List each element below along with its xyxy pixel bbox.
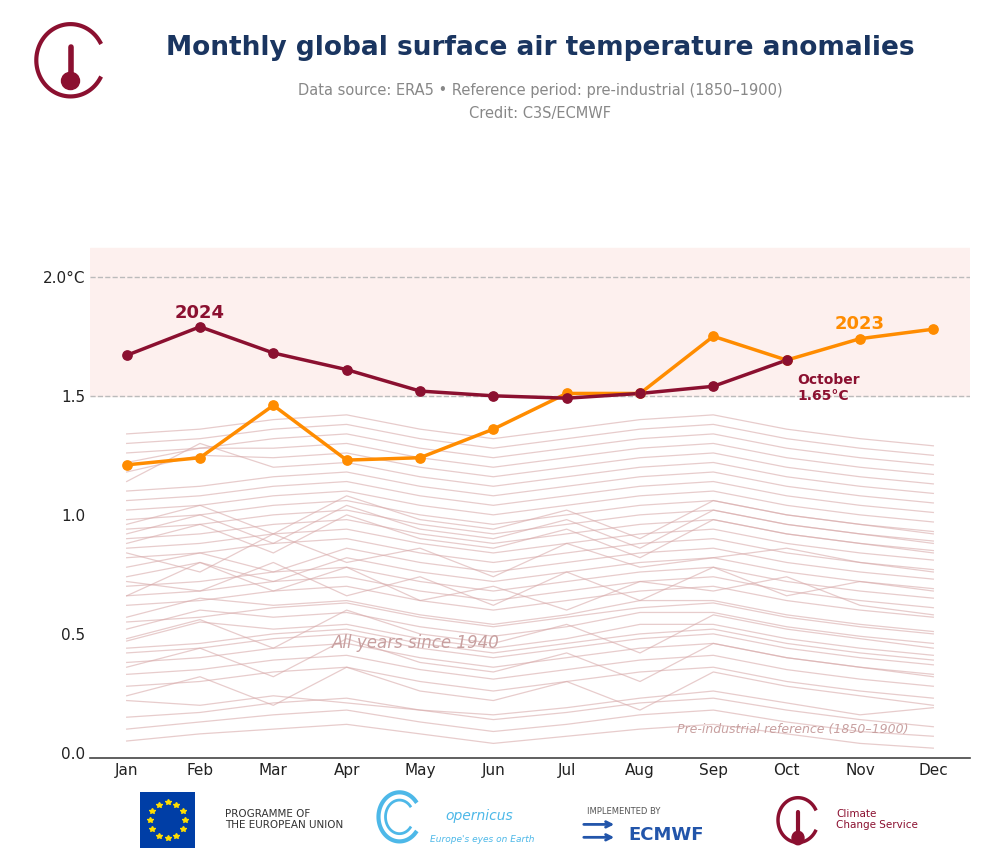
FancyBboxPatch shape (140, 792, 195, 848)
Text: Credit: C3S/ECMWF: Credit: C3S/ECMWF (469, 106, 611, 121)
Text: Europe's eyes on Earth: Europe's eyes on Earth (430, 835, 534, 844)
Text: All years since 1940: All years since 1940 (332, 635, 500, 653)
Point (339, 362, 355, 376)
Point (192, 320, 208, 334)
Text: ECMWF: ECMWF (628, 827, 704, 844)
Point (119, 458, 135, 472)
Point (705, 330, 721, 344)
Text: 2023: 2023 (835, 315, 885, 333)
Text: IMPLEMENTED BY: IMPLEMENTED BY (587, 808, 660, 816)
Bar (90, 248, 970, 396)
Point (485, 422, 501, 436)
Text: opernicus: opernicus (445, 809, 513, 823)
Text: Climate
Change Service: Climate Change Service (836, 808, 918, 831)
Point (192, 451, 208, 465)
Circle shape (792, 832, 804, 845)
Text: Monthly global surface air temperature anomalies: Monthly global surface air temperature a… (166, 35, 914, 61)
Point (559, 387, 575, 400)
Point (779, 353, 795, 367)
Text: 2024: 2024 (175, 305, 225, 323)
Point (632, 387, 648, 400)
Text: PROGRAMME OF
THE EUROPEAN UNION: PROGRAMME OF THE EUROPEAN UNION (225, 808, 343, 831)
Text: October
1.65°C: October 1.65°C (798, 373, 860, 404)
Point (705, 380, 721, 393)
Text: Pre-industrial reference (1850–1900): Pre-industrial reference (1850–1900) (677, 722, 908, 735)
Point (852, 331, 868, 345)
Point (265, 346, 281, 360)
Point (265, 399, 281, 412)
Point (559, 391, 575, 405)
Point (632, 387, 648, 400)
Circle shape (62, 72, 80, 90)
Point (119, 349, 135, 362)
Point (779, 353, 795, 367)
Point (412, 384, 428, 398)
Point (412, 451, 428, 465)
Text: Data source: ERA5 • Reference period: pre-industrial (1850–1900): Data source: ERA5 • Reference period: pr… (298, 83, 782, 98)
Point (339, 453, 355, 467)
Point (925, 322, 941, 336)
Point (485, 389, 501, 403)
